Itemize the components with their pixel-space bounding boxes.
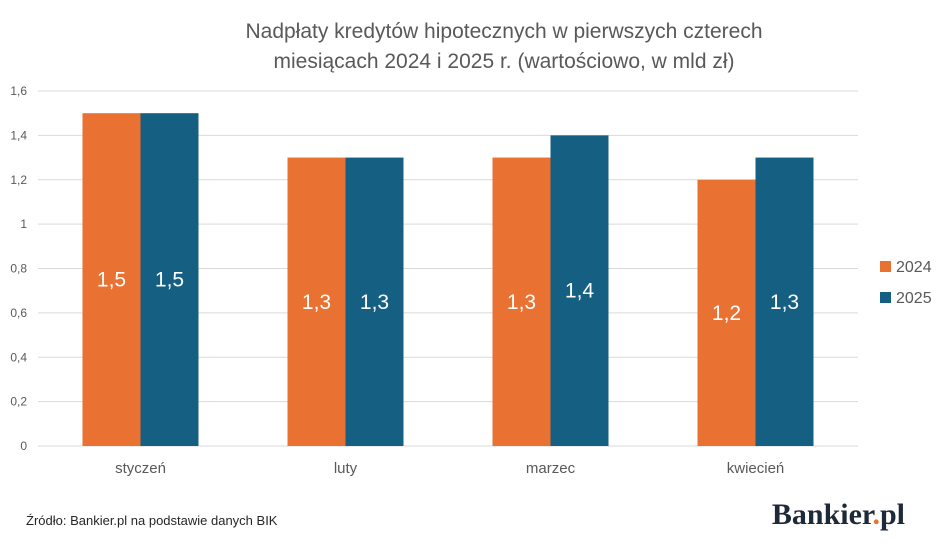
bars <box>82 113 814 446</box>
y-tick-label: 1,2 <box>10 173 27 187</box>
bar-2024-1 <box>287 157 346 446</box>
bar-2025-0 <box>140 113 199 446</box>
x-category-label: styczeń <box>115 460 166 477</box>
legend-swatch <box>880 292 891 303</box>
y-tick-label: 1 <box>20 217 27 231</box>
bankier-logo-suffix: pl <box>880 498 905 531</box>
y-tick-label: 0,6 <box>10 306 27 320</box>
bar-2025-1 <box>345 157 404 446</box>
bar-2024-2 <box>492 157 551 446</box>
x-category-label: marzec <box>526 460 576 477</box>
data-labels: 1,5 1,5 1,3 1,3 1,3 1,4 1,2 1,3 <box>97 269 799 325</box>
x-category-label: luty <box>334 460 358 477</box>
y-tick-label: 1,4 <box>10 128 27 142</box>
bankier-logo: Bankier.pl <box>772 498 905 531</box>
y-tick-label: 0,2 <box>10 395 27 409</box>
legend: 2024 2025 <box>880 259 932 307</box>
data-label: 1,3 <box>507 291 536 314</box>
y-tick-label: 0 <box>20 439 27 453</box>
chart-title-line-1: Nadpłaty kredytów hipotecznych w pierwsz… <box>245 20 762 43</box>
data-label: 1,2 <box>712 302 741 325</box>
chart-title-line-2: miesiącach 2024 i 2025 r. (wartościowo, … <box>273 50 734 73</box>
legend-label: 2025 <box>896 290 932 307</box>
bankier-logo-main: Bankier <box>772 498 875 531</box>
y-tick-label: 1,6 <box>10 84 27 98</box>
bankier-logo-dot: . <box>872 498 880 531</box>
bar-2025-2 <box>550 135 609 446</box>
data-label: 1,3 <box>302 291 331 314</box>
y-tick-label: 0,4 <box>10 350 27 364</box>
y-tick-label: 0,8 <box>10 262 27 276</box>
data-label: 1,4 <box>565 280 595 303</box>
x-category-label: kwiecień <box>727 460 785 477</box>
bar-2024-0 <box>82 113 141 446</box>
y-axis-ticks: 0 0,2 0,4 0,6 0,8 1 1,2 1,4 1,6 <box>10 84 27 453</box>
legend-swatch <box>880 261 891 272</box>
chart-title: Nadpłaty kredytów hipotecznych w pierwsz… <box>245 20 762 73</box>
bar-2025-3 <box>755 157 814 446</box>
data-label: 1,5 <box>97 269 126 292</box>
bar-2024-3 <box>697 179 756 446</box>
data-label: 1,3 <box>360 291 389 314</box>
x-axis-categories: styczeń luty marzec kwiecień <box>115 460 784 477</box>
data-label: 1,3 <box>770 291 799 314</box>
legend-label: 2024 <box>896 259 932 276</box>
data-label: 1,5 <box>155 269 184 292</box>
source-note: Źródło: Bankier.pl na podstawie danych B… <box>26 513 278 528</box>
